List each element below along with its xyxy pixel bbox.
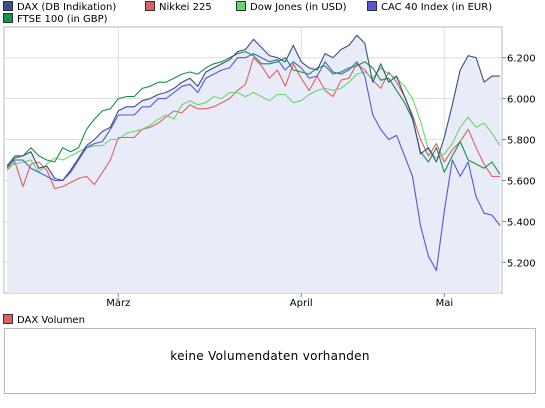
volume-legend-label: DAX Volumen — [17, 315, 85, 326]
series-line-cac40 — [6, 53, 501, 272]
volume-panel: keine Volumendaten vorhanden — [4, 328, 536, 394]
legend-item-dowjones: Dow Jones (in USD) — [236, 1, 347, 14]
y-tick-label: 5.800 — [507, 136, 536, 147]
y-tick-label: 6.200 — [507, 54, 536, 65]
main-chart: 6.200 6.000 5.800 5.600 5.400 5.200 März April M… — [3, 26, 536, 309]
y-tick-label: 5.200 — [507, 258, 536, 269]
y-tick-label: 5.600 — [507, 176, 536, 187]
legend-swatch-nikkei — [145, 1, 155, 11]
x-tick-label: April — [290, 298, 313, 309]
dax-area-fill — [7, 35, 500, 293]
legend-item-ftse: FTSE 100 (in GBP) — [3, 13, 108, 26]
legend-swatch-cac40 — [367, 1, 377, 11]
legend-label-dax: DAX (DB Indikation) — [17, 2, 117, 13]
legend-swatch-dax — [3, 1, 13, 11]
legend-label-ftse: FTSE 100 (in GBP) — [17, 14, 108, 25]
legend-label-nikkei: Nikkei 225 — [159, 2, 212, 13]
legend-label-dowjones: Dow Jones (in USD) — [250, 2, 347, 13]
series-line-nikkei — [6, 57, 500, 190]
legend-item-dax: DAX (DB Indikation) — [3, 1, 116, 14]
legend-swatch-ftse — [3, 13, 13, 23]
legend-item-cac40: CAC 40 Index (in EUR) — [367, 1, 492, 14]
y-tick-label: 5.400 — [507, 217, 536, 228]
series-line-dowjones — [6, 67, 501, 173]
legend-item-nikkei: Nikkei 225 — [145, 1, 212, 14]
volume-legend: DAX Volumen — [3, 314, 85, 326]
y-tick-label: 6.000 — [507, 95, 536, 106]
series-line-dax — [6, 34, 500, 182]
x-tick-label: März — [106, 298, 130, 309]
volume-empty-message: keine Volumendaten vorhanden — [170, 349, 370, 363]
legend-label-cac40: CAC 40 Index (in EUR) — [381, 2, 493, 13]
volume-legend-swatch — [3, 314, 13, 324]
x-tick-label: Mai — [436, 298, 454, 309]
legend-swatch-dowjones — [236, 1, 246, 11]
